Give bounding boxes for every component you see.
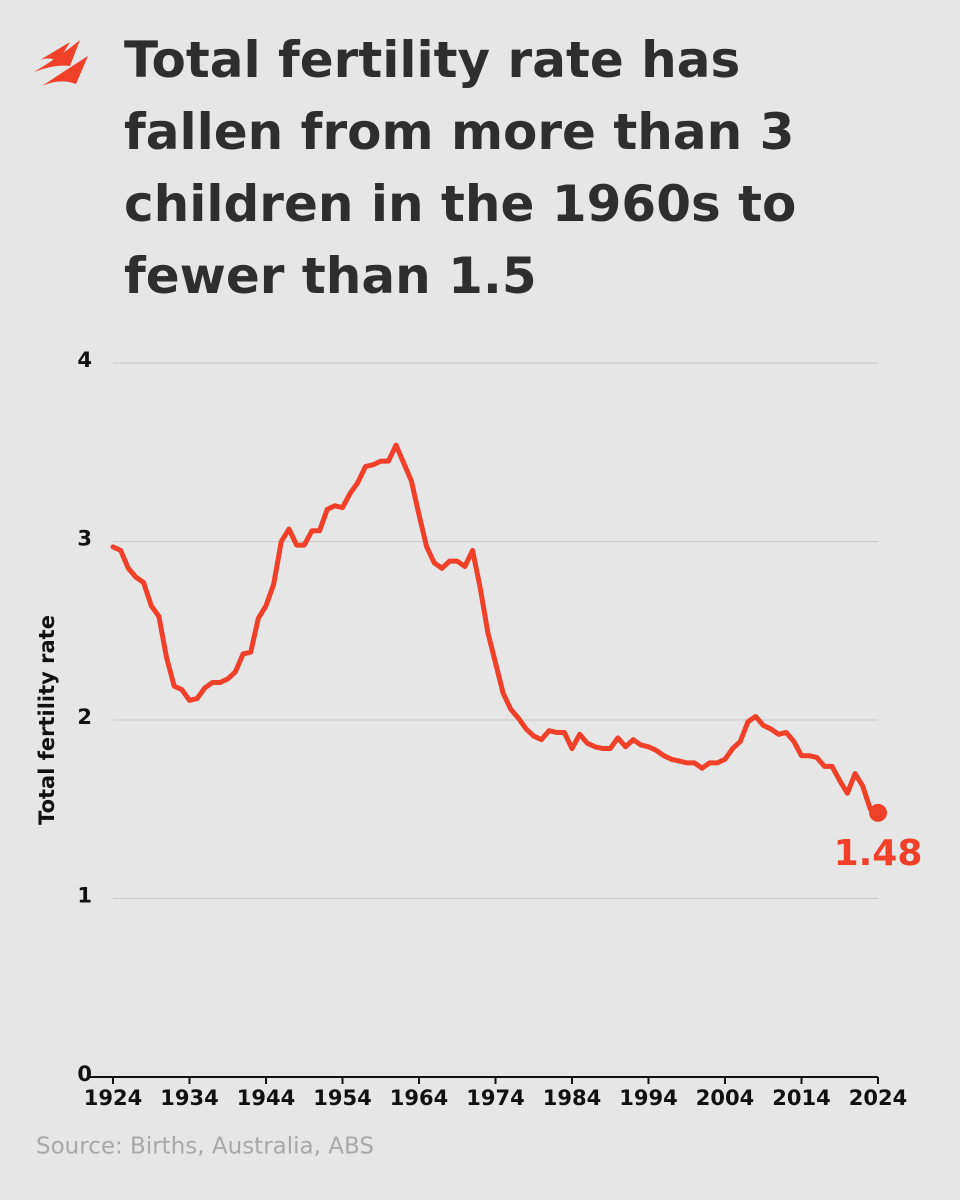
line [110, 442, 881, 816]
x-tick-label: 1954 [313, 1086, 371, 1110]
y-tick-label: 2 [77, 705, 92, 729]
x-tick-label: 1974 [466, 1086, 524, 1110]
x-tick-label: 1934 [160, 1086, 218, 1110]
y-tick-label: 4 [77, 348, 92, 372]
y-tick-label: 1 [77, 884, 92, 908]
x-tick-label: 2004 [696, 1086, 754, 1110]
x-tick-label: 2014 [772, 1086, 830, 1110]
end-point [869, 803, 887, 822]
source: Source: Births, Australia, ABS [36, 1134, 374, 1160]
x-tick-label: 2024 [849, 1086, 907, 1110]
title-line: fewer than 1.5 [124, 247, 537, 305]
y-axis-label: Total fertility rate [35, 615, 59, 825]
title-line: children in the 1960s to [124, 175, 797, 233]
x-tick-label: 1964 [390, 1086, 448, 1110]
y-tick-label: 0 [77, 1062, 92, 1086]
title-line: fallen from more than 3 [124, 103, 795, 161]
x-tick-label: 1944 [237, 1086, 295, 1110]
logo [34, 40, 88, 86]
x-tick-label: 1994 [619, 1086, 677, 1110]
y-tick-label: 3 [77, 527, 92, 551]
x-tick-label: 1984 [543, 1086, 601, 1110]
title-line: Total fertility rate has [124, 31, 741, 89]
end-value-label: 1.48 [834, 833, 923, 874]
x-tick-label: 1924 [84, 1086, 142, 1110]
